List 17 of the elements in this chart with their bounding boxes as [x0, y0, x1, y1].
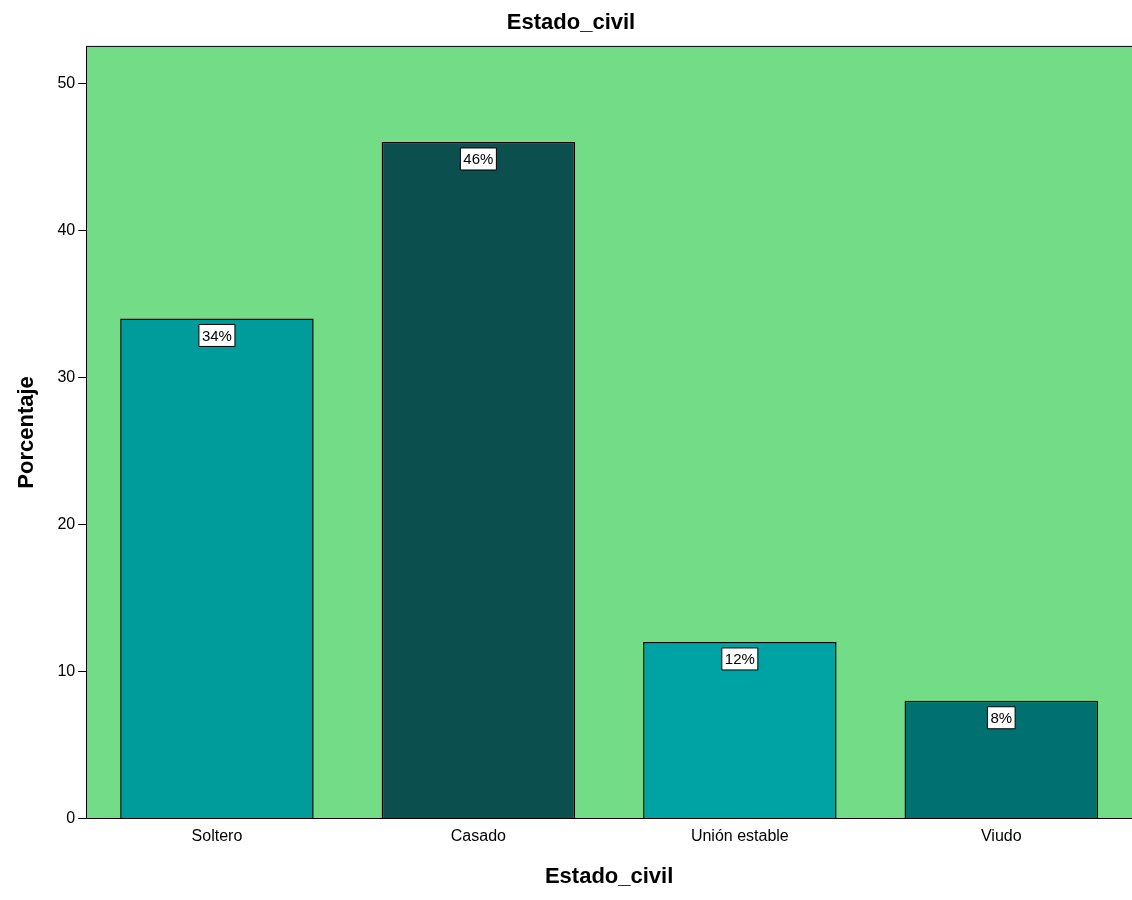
y-tick-label: 40 — [57, 220, 76, 238]
y-tick-label: 0 — [66, 808, 76, 826]
y-tick-label: 30 — [57, 367, 76, 385]
data-label: 34% — [201, 326, 232, 344]
y-tick-label: 20 — [57, 514, 76, 532]
data-label: 12% — [724, 650, 755, 668]
y-tick-label: 10 — [57, 661, 76, 679]
data-label: 46% — [463, 150, 494, 168]
x-tick-label: Soltero — [191, 827, 243, 845]
x-axis-title: Estado_civil — [544, 862, 674, 888]
x-tick-label: Unión estable — [690, 827, 789, 845]
data-label: 8% — [990, 708, 1013, 726]
x-tick-label: Casado — [450, 827, 507, 845]
y-tick-label: 50 — [57, 73, 76, 91]
x-tick-label: Viudo — [980, 827, 1022, 845]
chart-title: Estado_civil — [506, 9, 636, 35]
y-axis-title: Porcentaje — [13, 376, 39, 489]
